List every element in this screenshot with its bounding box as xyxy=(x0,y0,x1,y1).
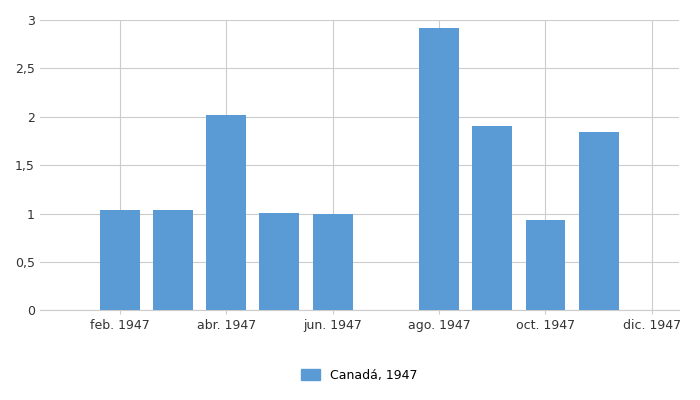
Legend: Canadá, 1947: Canadá, 1947 xyxy=(301,369,417,382)
Bar xyxy=(526,220,566,310)
Bar xyxy=(99,210,140,310)
Bar xyxy=(473,126,512,310)
Bar xyxy=(579,132,619,310)
Bar xyxy=(206,115,246,310)
Bar xyxy=(153,210,193,310)
Bar xyxy=(260,212,300,310)
Bar xyxy=(419,28,459,310)
Bar xyxy=(313,214,353,310)
